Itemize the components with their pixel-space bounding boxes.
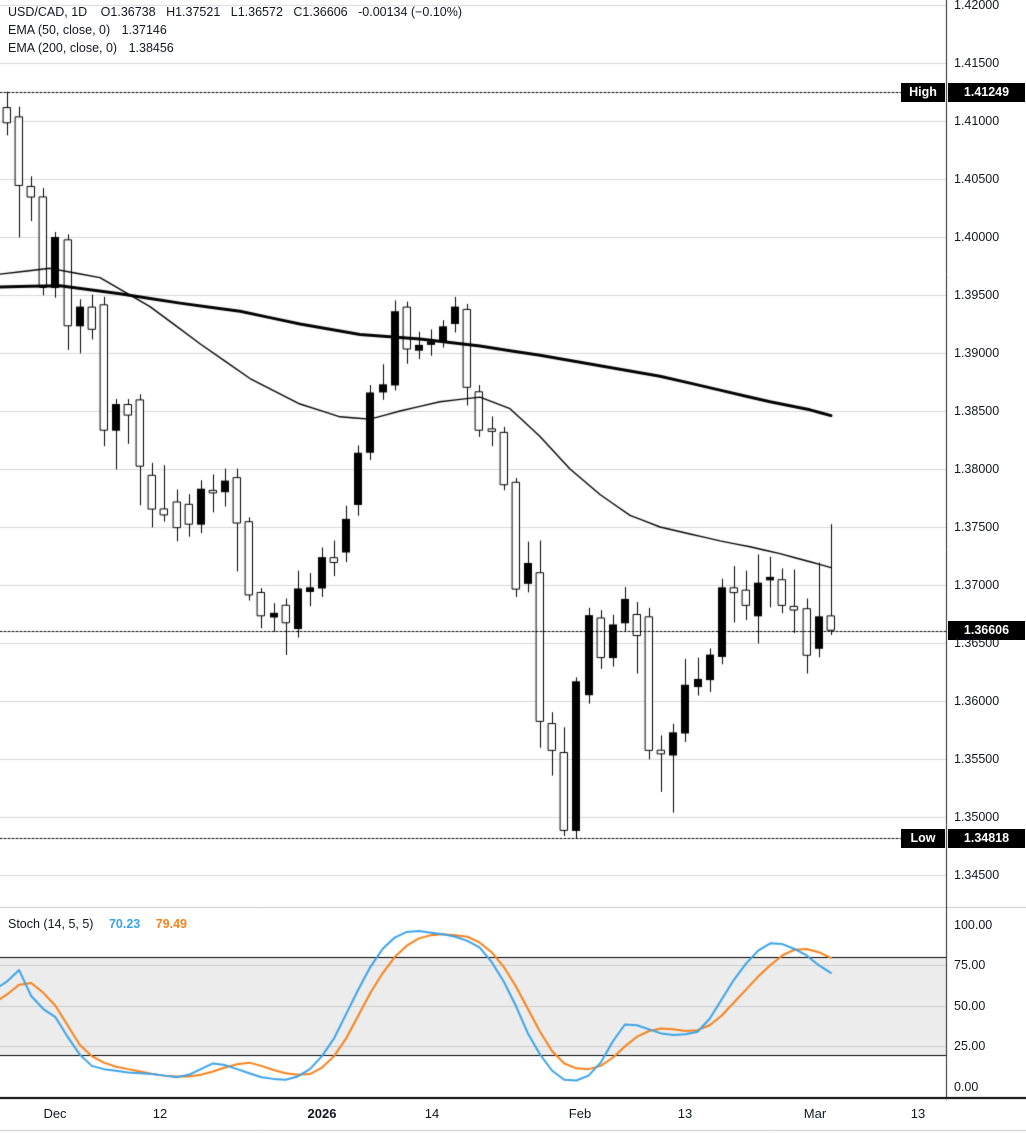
price-chart-canvas[interactable] (0, 0, 1026, 1133)
chart-root: USD/CAD, 1D O1.36738 H1.37521 L1.36572 C… (0, 0, 1026, 1133)
